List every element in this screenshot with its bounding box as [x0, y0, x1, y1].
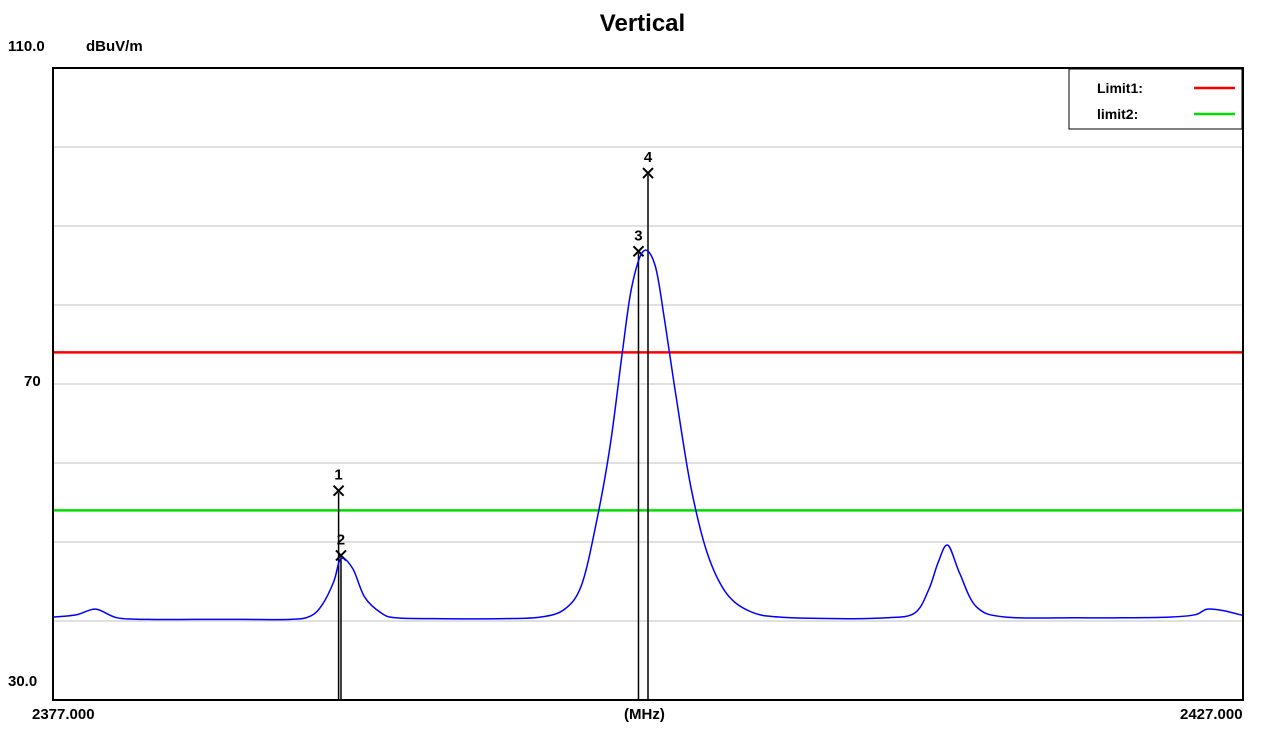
x-max-tick-label: 2427.000 [1180, 706, 1243, 723]
marker-label: 2 [337, 531, 345, 548]
legend-entry-label: limit2: [1097, 106, 1138, 122]
legend: Limit1: limit2: [1068, 68, 1243, 130]
y-unit-label: dBuV/m [86, 38, 143, 55]
marker-label: 1 [334, 467, 342, 484]
x-unit-label: (MHz) [624, 706, 665, 723]
chart-title: Vertical [599, 10, 686, 37]
y-min-tick-label: 30.0 [8, 673, 38, 690]
marker-cross [642, 167, 654, 179]
marker-label: 4 [644, 149, 653, 166]
marker-cross [632, 245, 645, 257]
y-mid-tick-label: 70 [24, 373, 41, 390]
trace-layer [52, 249, 1244, 621]
marker-cross [332, 484, 345, 497]
marker-cross [335, 549, 347, 562]
x-min-tick-label: 2377.000 [32, 706, 95, 723]
plot-frame [52, 67, 1244, 701]
y-max-tick-label: 110.0 [8, 38, 45, 55]
marker-label: 3 [634, 227, 642, 244]
trace-line [52, 249, 1244, 621]
marker-layer: 1 2 3 4 [332, 149, 654, 700]
legend-entry-label: Limit1: [1097, 80, 1143, 96]
legend-box [1068, 68, 1243, 130]
